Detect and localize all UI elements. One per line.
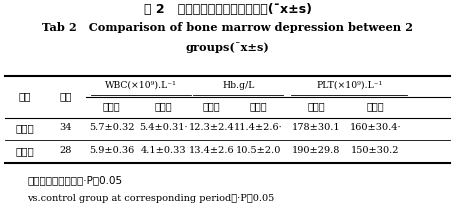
Text: Hb.g/L: Hb.g/L [222, 81, 255, 90]
Text: 例数: 例数 [60, 91, 72, 101]
Text: 对照组: 对照组 [15, 146, 35, 156]
Text: 190±29.8: 190±29.8 [292, 146, 340, 155]
Text: 150±30.2: 150±30.2 [351, 146, 399, 155]
Text: 160±30.4·: 160±30.4· [349, 123, 401, 132]
Text: 表 2   两组患者骨髓抑制情况比较(¯x±s): 表 2 两组患者骨髓抑制情况比较(¯x±s) [143, 3, 312, 16]
Text: PLT(×10⁹).L⁻¹: PLT(×10⁹).L⁻¹ [316, 81, 382, 90]
Text: 5.7±0.32: 5.7±0.32 [89, 123, 134, 132]
Text: 11.4±2.6·: 11.4±2.6· [234, 123, 283, 132]
Text: WBC(×10⁹).L⁻¹: WBC(×10⁹).L⁻¹ [105, 81, 177, 90]
Text: vs.control group at corresponding period；·P＜0.05: vs.control group at corresponding period… [27, 193, 274, 203]
Text: 28: 28 [60, 146, 72, 155]
Text: 13.4±2.6: 13.4±2.6 [189, 146, 234, 155]
Text: 10.5±2.0: 10.5±2.0 [236, 146, 281, 155]
Text: 5.9±0.36: 5.9±0.36 [89, 146, 134, 155]
Text: Tab 2   Comparison of bone marrow depression between 2: Tab 2 Comparison of bone marrow depressi… [42, 22, 413, 33]
Text: 5.4±0.31·: 5.4±0.31· [140, 123, 188, 132]
Text: 4.1±0.33: 4.1±0.33 [141, 146, 187, 155]
Text: 178±30.1: 178±30.1 [292, 123, 340, 132]
Text: 治疗后: 治疗后 [155, 101, 172, 111]
Text: 治疗后: 治疗后 [250, 101, 267, 111]
Text: 组别: 组别 [19, 91, 31, 101]
Text: 12.3±2.4: 12.3±2.4 [189, 123, 234, 132]
Text: 治疗前: 治疗前 [103, 101, 120, 111]
Text: 治疗组: 治疗组 [15, 123, 35, 133]
Text: groups(¯x±s): groups(¯x±s) [186, 42, 269, 53]
Text: 治疗前: 治疗前 [308, 101, 325, 111]
Text: 治疗后: 治疗后 [367, 101, 384, 111]
Text: 治疗前: 治疗前 [203, 101, 220, 111]
Text: 34: 34 [60, 123, 72, 132]
Text: 与对照组同期比较；·P＜0.05: 与对照组同期比较；·P＜0.05 [27, 175, 122, 185]
